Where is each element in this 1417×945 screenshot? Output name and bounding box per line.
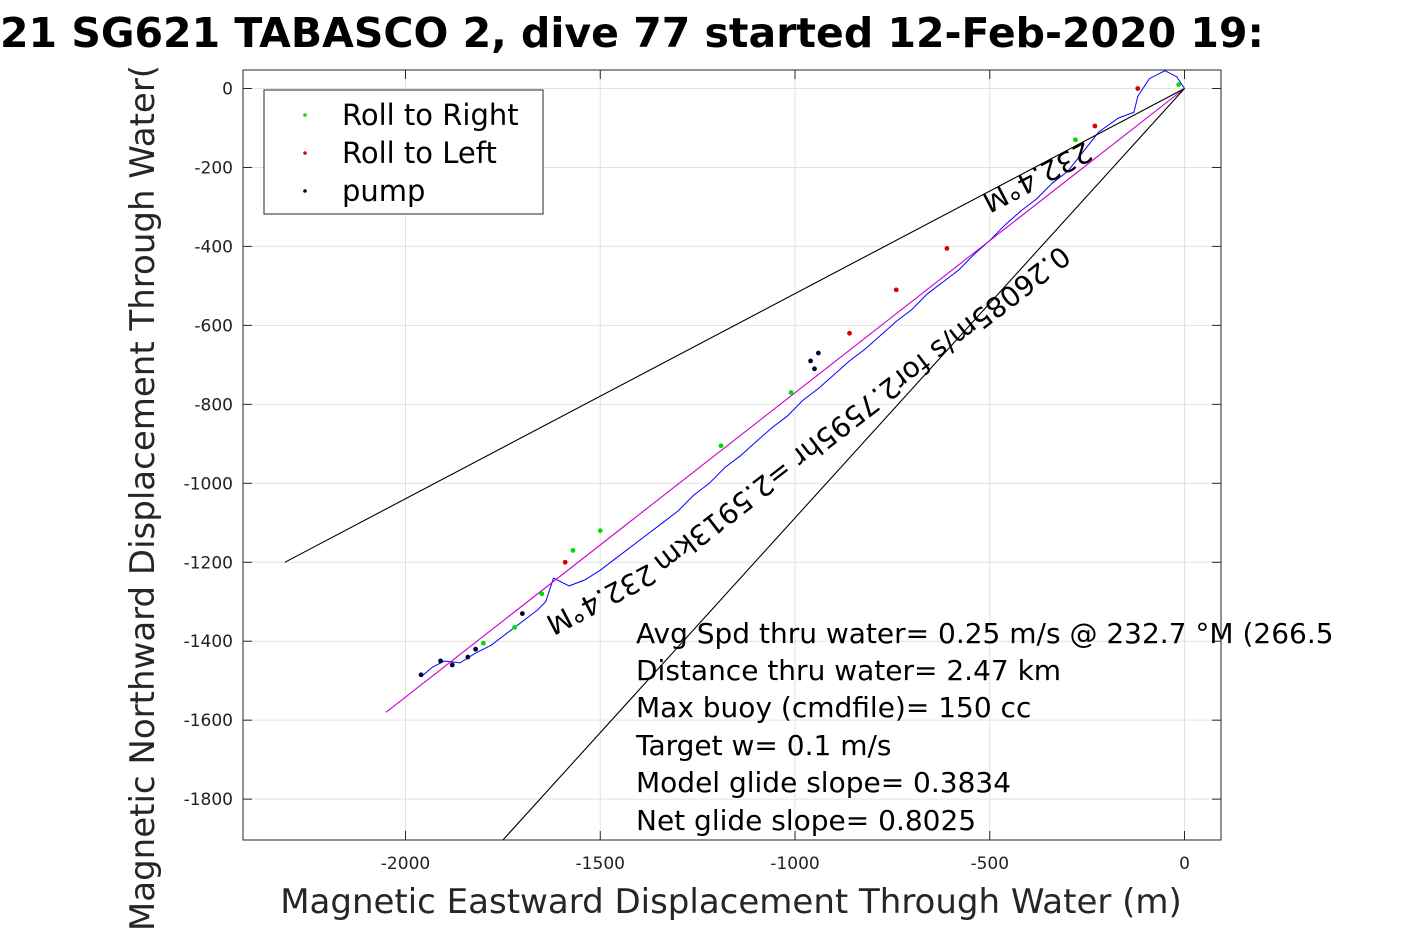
- legend-item-roll-left: Roll to Left: [303, 136, 497, 170]
- series-line-1: [385, 88, 1185, 713]
- series-line-0: [420, 70, 1185, 678]
- x-tick-label: -2000: [381, 854, 430, 874]
- y-tick-label: -1600: [184, 711, 233, 731]
- annotation-target-w: Target w= 0.1 m/s: [635, 729, 892, 762]
- legend-marker-roll-left: [303, 151, 307, 155]
- roll-right-marker: [481, 640, 486, 646]
- annotation-distance: Distance thru water= 2.47 km: [636, 654, 1061, 687]
- y-tick-label: -1800: [184, 790, 233, 810]
- legend-marker-roll-right: [303, 113, 307, 117]
- pump-marker: [473, 646, 479, 652]
- annotation-model-glide: Model glide slope= 0.3834: [636, 766, 1011, 799]
- roll-left-marker: [562, 559, 568, 565]
- pump-marker: [812, 366, 817, 372]
- x-axis-label: Magnetic Eastward Displacement Through W…: [280, 882, 1182, 922]
- pump-marker: [815, 350, 821, 356]
- annotation-avg-speed: Avg Spd thru water= 0.25 m/s @ 232.7 °M …: [636, 617, 1334, 650]
- y-tick-label: -400: [194, 237, 233, 257]
- roll-right-marker: [539, 591, 545, 597]
- y-tick-label: 0: [222, 80, 233, 100]
- roll-right-marker: [1073, 137, 1078, 143]
- y-tick-label: -1000: [184, 474, 233, 494]
- series-line-2: [284, 88, 1185, 563]
- y-tick-label: -1400: [184, 632, 233, 652]
- pump-marker: [449, 662, 455, 668]
- annotation-net-glide: Net glide slope= 0.8025: [636, 804, 976, 837]
- roll-right-marker: [1176, 82, 1182, 87]
- pump-marker: [438, 658, 443, 664]
- legend-box: [263, 89, 544, 215]
- stats-annotations: Avg Spd thru water= 0.25 m/s @ 232.7 °M …: [635, 617, 1334, 837]
- legend: Roll to Right Roll to Left pump: [263, 89, 544, 215]
- y-tick-label: -200: [194, 158, 233, 178]
- roll-right-marker: [788, 390, 794, 395]
- roll-left-marker: [1135, 86, 1141, 91]
- y-tick-label: -600: [194, 316, 233, 336]
- y-axis-label: Magnetic Northward Displacement Through …: [123, 65, 163, 931]
- legend-label-pump: pump: [342, 174, 425, 208]
- roll-left-marker: [847, 330, 852, 336]
- roll-left-marker: [893, 287, 899, 293]
- y-tick-label: -800: [194, 395, 233, 415]
- y-tick-label: -1200: [184, 553, 233, 573]
- legend-item-roll-right: Roll to Right: [303, 98, 519, 132]
- annotation-max-buoy: Max buoy (cmdfile)= 150 cc: [636, 691, 1031, 724]
- x-tick-label: -500: [970, 854, 1009, 874]
- axes-box: [242, 69, 1222, 841]
- series-markers: [418, 82, 1182, 678]
- axis-ticks: -2000 -1500 -1000 -500 0 0 -200 -400 -600 -800 -10…: [184, 70, 1221, 874]
- pump-marker: [519, 611, 525, 616]
- pump-marker: [808, 358, 813, 364]
- pump-marker: [418, 672, 424, 678]
- pump-marker: [465, 654, 471, 660]
- roll-right-marker: [718, 443, 724, 449]
- x-tick-label: 0: [1179, 854, 1190, 874]
- roll-left-marker: [944, 245, 950, 251]
- legend-label-roll-left: Roll to Left: [342, 136, 497, 170]
- legend-label-roll-right: Roll to Right: [342, 98, 519, 132]
- roll-left-marker: [1092, 123, 1098, 129]
- grid-lines: [243, 70, 1221, 840]
- series-lines: [284, 70, 1185, 841]
- x-tick-label: -1000: [770, 854, 819, 874]
- roll-right-marker: [570, 548, 576, 553]
- legend-marker-pump: [303, 189, 307, 193]
- chart-title: 21 SG621 TABASCO 2, dive 77 started 12-F…: [0, 9, 1264, 57]
- series-line-3: [502, 88, 1185, 841]
- legend-item-pump: pump: [303, 174, 425, 208]
- roll-right-marker: [597, 528, 603, 534]
- roll-right-marker: [512, 625, 517, 630]
- x-tick-label: -1500: [576, 854, 625, 874]
